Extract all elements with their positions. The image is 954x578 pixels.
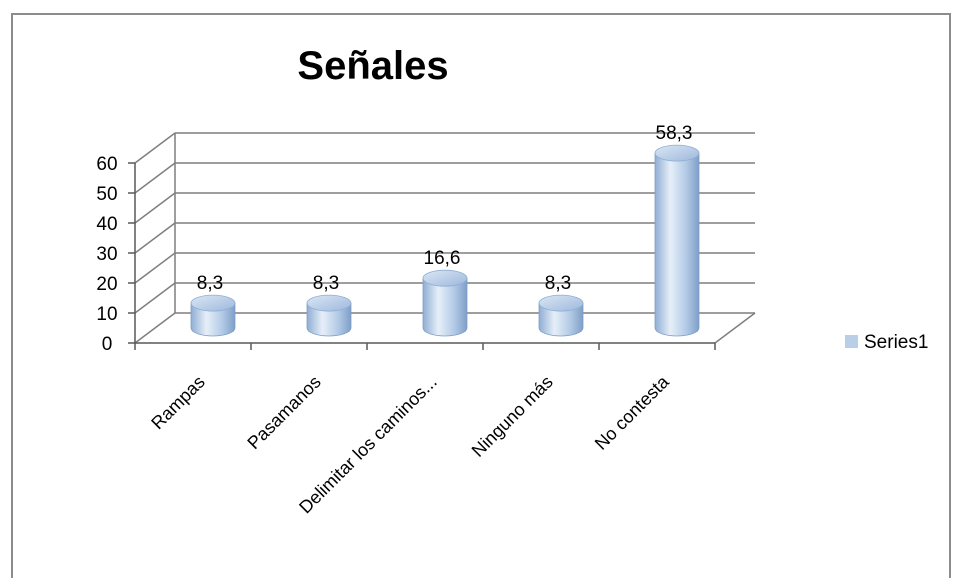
y-tick-label: 10 <box>96 304 117 325</box>
x-tick-label: Rampas <box>147 372 209 434</box>
legend-swatch <box>845 335 858 348</box>
gridline-side <box>134 132 176 164</box>
y-tick-label: 20 <box>96 274 117 295</box>
data-label: 58,3 <box>656 123 693 144</box>
data-label: 8,3 <box>313 273 339 294</box>
bar-top <box>654 144 700 162</box>
x-tick-label: No contesta <box>591 371 674 454</box>
y-tick-label: 50 <box>96 184 117 205</box>
gridline-side <box>134 222 176 254</box>
floor-edge <box>714 312 756 344</box>
bar-body <box>306 302 352 337</box>
bar <box>538 294 584 337</box>
gridline-side <box>134 252 176 284</box>
bar <box>306 294 352 337</box>
data-labels: 8,3 8,3 16,6 8,3 58,3 <box>197 123 693 294</box>
bar-body <box>538 302 584 337</box>
bar <box>422 269 468 337</box>
bar <box>190 294 236 337</box>
bar <box>654 144 700 337</box>
gridline-side <box>134 282 176 314</box>
gridline-side <box>134 312 176 344</box>
bar-top <box>422 269 468 287</box>
bar-body <box>190 302 236 337</box>
bar-top <box>306 294 352 312</box>
x-tick-label: Ninguno más <box>468 372 557 461</box>
y-tick-label: 60 <box>96 154 117 175</box>
bar-body <box>654 152 700 337</box>
y-tick-label: 0 <box>102 334 113 355</box>
y-tick-label: 30 <box>96 244 117 265</box>
bars <box>190 144 700 337</box>
bar-body <box>422 277 468 337</box>
y-tick-labels: 0 10 20 30 40 50 60 <box>96 154 117 355</box>
gridline-side <box>134 192 176 224</box>
data-label: 16,6 <box>424 248 461 269</box>
chart-frame <box>11 13 951 578</box>
axes <box>128 162 716 350</box>
x-tick-label: Pasamanos <box>243 372 324 453</box>
legend-label: Series1 <box>864 332 928 353</box>
chart-title: Señales <box>297 44 448 88</box>
y-tick-label: 40 <box>96 214 117 235</box>
legend: Series1 <box>845 332 928 353</box>
data-label: 8,3 <box>545 273 571 294</box>
bar-top <box>190 294 236 312</box>
bar-top <box>538 294 584 312</box>
data-label: 8,3 <box>197 273 223 294</box>
gridline-side <box>134 162 176 194</box>
